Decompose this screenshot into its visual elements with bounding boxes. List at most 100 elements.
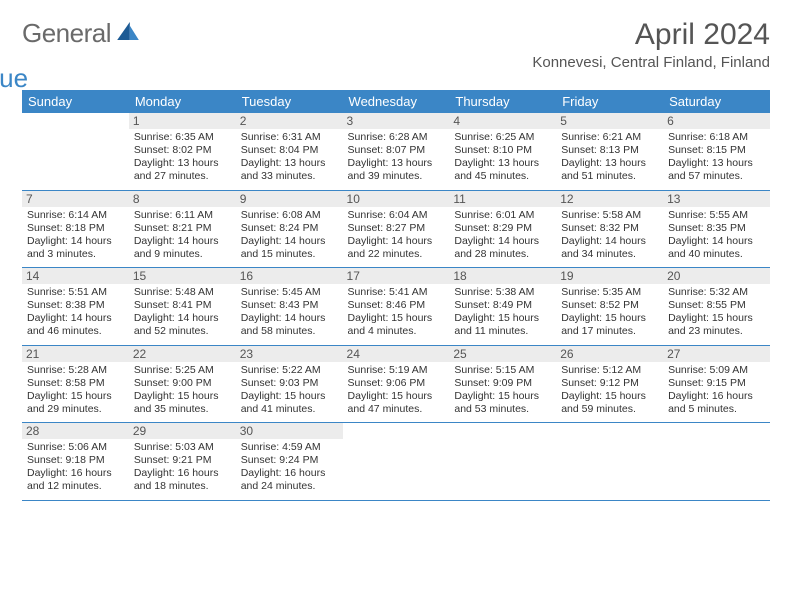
day-number: 15 bbox=[129, 268, 236, 284]
day-details: Sunrise: 6:25 AMSunset: 8:10 PMDaylight:… bbox=[454, 131, 551, 184]
calendar-day-cell: 30Sunrise: 4:59 AMSunset: 9:24 PMDayligh… bbox=[236, 423, 343, 501]
sunset-text: Sunset: 9:21 PM bbox=[134, 454, 231, 467]
day-number: 11 bbox=[449, 191, 556, 207]
day-number: 12 bbox=[556, 191, 663, 207]
sunrise-text: Sunrise: 5:12 AM bbox=[561, 364, 658, 377]
sunset-text: Sunset: 8:46 PM bbox=[348, 299, 445, 312]
weekday-header: Tuesday bbox=[236, 90, 343, 113]
calendar-day-cell: 4 Sunrise: 6:25 AMSunset: 8:10 PMDaylight… bbox=[449, 113, 556, 190]
day-details: Sunrise: 6:31 AMSunset: 8:04 PMDaylight:… bbox=[241, 131, 338, 184]
calendar-week-row: 7Sunrise: 6:14 AMSunset: 8:18 PMDaylight… bbox=[22, 190, 770, 268]
day-number: 19 bbox=[556, 268, 663, 284]
day-number: 2 bbox=[236, 113, 343, 129]
day-details: Sunrise: 6:08 AMSunset: 8:24 PMDaylight:… bbox=[241, 209, 338, 262]
calendar-day-cell: 9Sunrise: 6:08 AMSunset: 8:24 PMDaylight… bbox=[236, 190, 343, 268]
calendar-day-cell: 10Sunrise: 6:04 AMSunset: 8:27 PMDayligh… bbox=[343, 190, 450, 268]
calendar-day-cell: 15Sunrise: 5:48 AMSunset: 8:41 PMDayligh… bbox=[129, 268, 236, 346]
calendar-day-cell: 2 Sunrise: 6:31 AMSunset: 8:04 PMDaylight… bbox=[236, 113, 343, 190]
sunrise-text: Sunrise: 6:35 AM bbox=[134, 131, 231, 144]
calendar-day-cell: 16Sunrise: 5:45 AMSunset: 8:43 PMDayligh… bbox=[236, 268, 343, 346]
daylight-text: Daylight: 15 hours and 47 minutes. bbox=[348, 390, 445, 416]
sunset-text: Sunset: 8:02 PM bbox=[134, 144, 231, 157]
sunset-text: Sunset: 8:27 PM bbox=[348, 222, 445, 235]
day-details: Sunrise: 6:11 AMSunset: 8:21 PMDaylight:… bbox=[134, 209, 231, 262]
calendar-table: SundayMondayTuesdayWednesdayThursdayFrid… bbox=[22, 90, 770, 501]
sunrise-text: Sunrise: 6:14 AM bbox=[27, 209, 124, 222]
calendar-day-cell: 12 Sunrise: 5:58 AMSunset: 8:32 PMDayligh… bbox=[556, 190, 663, 268]
sunrise-text: Sunrise: 5:03 AM bbox=[134, 441, 231, 454]
weekday-header: Saturday bbox=[663, 90, 770, 113]
calendar-day-cell: 20Sunrise: 5:32 AMSunset: 8:55 PMDayligh… bbox=[663, 268, 770, 346]
calendar-day-cell bbox=[449, 423, 556, 501]
day-details: Sunrise: 5:25 AMSunset: 9:00 PMDaylight:… bbox=[134, 364, 231, 417]
daylight-text: Daylight: 16 hours and 24 minutes. bbox=[241, 467, 338, 493]
sunset-text: Sunset: 8:49 PM bbox=[454, 299, 551, 312]
sunrise-text: Sunrise: 6:25 AM bbox=[454, 131, 551, 144]
sunrise-text: Sunrise: 6:21 AM bbox=[561, 131, 658, 144]
daylight-text: Daylight: 15 hours and 4 minutes. bbox=[348, 312, 445, 338]
day-details: Sunrise: 5:28 AMSunset: 8:58 PMDaylight:… bbox=[27, 364, 124, 417]
daylight-text: Daylight: 13 hours and 51 minutes. bbox=[561, 157, 658, 183]
calendar-day-cell bbox=[22, 113, 129, 190]
day-number: 3 bbox=[343, 113, 450, 129]
calendar-day-cell: 26Sunrise: 5:12 AMSunset: 9:12 PMDayligh… bbox=[556, 345, 663, 423]
day-number: 24 bbox=[343, 346, 450, 362]
day-details: Sunrise: 6:14 AMSunset: 8:18 PMDaylight:… bbox=[27, 209, 124, 262]
sunrise-text: Sunrise: 5:09 AM bbox=[668, 364, 765, 377]
sunset-text: Sunset: 8:15 PM bbox=[668, 144, 765, 157]
daylight-text: Daylight: 15 hours and 11 minutes. bbox=[454, 312, 551, 338]
daylight-text: Daylight: 14 hours and 15 minutes. bbox=[241, 235, 338, 261]
calendar-day-cell: 28Sunrise: 5:06 AMSunset: 9:18 PMDayligh… bbox=[22, 423, 129, 501]
sunrise-text: Sunrise: 6:11 AM bbox=[134, 209, 231, 222]
calendar-day-cell: 5 Sunrise: 6:21 AMSunset: 8:13 PMDaylight… bbox=[556, 113, 663, 190]
sunrise-text: Sunrise: 6:18 AM bbox=[668, 131, 765, 144]
calendar-day-cell: 25 Sunrise: 5:15 AMSunset: 9:09 PMDayligh… bbox=[449, 345, 556, 423]
sunset-text: Sunset: 8:43 PM bbox=[241, 299, 338, 312]
header-block: General Blue April 2024 Konnevesi, Centr… bbox=[22, 18, 770, 80]
day-number: 14 bbox=[22, 268, 129, 284]
day-number: 29 bbox=[129, 423, 236, 439]
sunset-text: Sunset: 8:32 PM bbox=[561, 222, 658, 235]
sunset-text: Sunset: 8:41 PM bbox=[134, 299, 231, 312]
day-details: Sunrise: 5:32 AMSunset: 8:55 PMDaylight:… bbox=[668, 286, 765, 339]
day-number: 8 bbox=[129, 191, 236, 207]
day-number: 5 bbox=[556, 113, 663, 129]
sunset-text: Sunset: 8:52 PM bbox=[561, 299, 658, 312]
calendar-day-cell: 29Sunrise: 5:03 AMSunset: 9:21 PMDayligh… bbox=[129, 423, 236, 501]
daylight-text: Daylight: 15 hours and 29 minutes. bbox=[27, 390, 124, 416]
daylight-text: Daylight: 15 hours and 23 minutes. bbox=[668, 312, 765, 338]
sunrise-text: Sunrise: 6:31 AM bbox=[241, 131, 338, 144]
sunset-text: Sunset: 8:55 PM bbox=[668, 299, 765, 312]
location-text: Konnevesi, Central Finland, Finland bbox=[532, 54, 770, 71]
sunrise-text: Sunrise: 6:08 AM bbox=[241, 209, 338, 222]
sunset-text: Sunset: 8:13 PM bbox=[561, 144, 658, 157]
calendar-day-cell bbox=[663, 423, 770, 501]
sunrise-text: Sunrise: 5:58 AM bbox=[561, 209, 658, 222]
sunrise-text: Sunrise: 5:45 AM bbox=[241, 286, 338, 299]
daylight-text: Daylight: 14 hours and 34 minutes. bbox=[561, 235, 658, 261]
day-number: 18 bbox=[449, 268, 556, 284]
day-number: 30 bbox=[236, 423, 343, 439]
day-number: 26 bbox=[556, 346, 663, 362]
daylight-text: Daylight: 14 hours and 9 minutes. bbox=[134, 235, 231, 261]
day-details: Sunrise: 5:15 AMSunset: 9:09 PMDaylight:… bbox=[454, 364, 551, 417]
day-number: 25 bbox=[449, 346, 556, 362]
calendar-day-cell: 17Sunrise: 5:41 AMSunset: 8:46 PMDayligh… bbox=[343, 268, 450, 346]
sunrise-text: Sunrise: 6:28 AM bbox=[348, 131, 445, 144]
day-details: Sunrise: 6:21 AMSunset: 8:13 PMDaylight:… bbox=[561, 131, 658, 184]
sunrise-text: Sunrise: 5:06 AM bbox=[27, 441, 124, 454]
day-details: Sunrise: 6:01 AMSunset: 8:29 PMDaylight:… bbox=[454, 209, 551, 262]
day-number: 28 bbox=[22, 423, 129, 439]
sunrise-text: Sunrise: 5:48 AM bbox=[134, 286, 231, 299]
daylight-text: Daylight: 14 hours and 28 minutes. bbox=[454, 235, 551, 261]
day-details: Sunrise: 5:38 AMSunset: 8:49 PMDaylight:… bbox=[454, 286, 551, 339]
day-details: Sunrise: 6:28 AMSunset: 8:07 PMDaylight:… bbox=[348, 131, 445, 184]
calendar-week-row: 28Sunrise: 5:06 AMSunset: 9:18 PMDayligh… bbox=[22, 423, 770, 501]
day-details: Sunrise: 5:19 AMSunset: 9:06 PMDaylight:… bbox=[348, 364, 445, 417]
sunset-text: Sunset: 8:04 PM bbox=[241, 144, 338, 157]
sunset-text: Sunset: 8:38 PM bbox=[27, 299, 124, 312]
day-number: 4 bbox=[449, 113, 556, 129]
day-details: Sunrise: 5:09 AMSunset: 9:15 PMDaylight:… bbox=[668, 364, 765, 417]
sunrise-text: Sunrise: 6:01 AM bbox=[454, 209, 551, 222]
sunrise-text: Sunrise: 5:25 AM bbox=[134, 364, 231, 377]
